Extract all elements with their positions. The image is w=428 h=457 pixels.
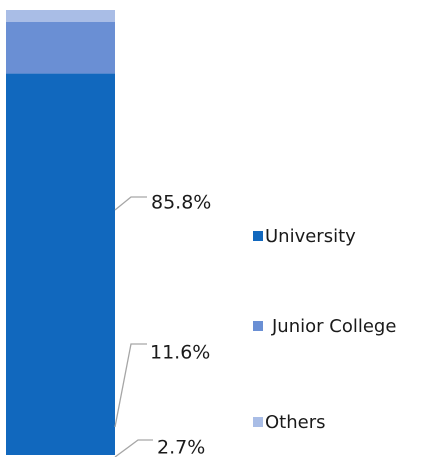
leader-line-university — [114, 196, 147, 211]
legend-label: Junior College — [271, 316, 396, 337]
legend: University Junior College Others — [253, 226, 396, 433]
data-label-leader-lines — [114, 196, 153, 457]
bar-segment-junior-college — [6, 22, 115, 74]
data-labels: 85.8% 11.6% 2.7% — [150, 192, 211, 457]
legend-item-junior-college: Junior College — [253, 316, 396, 337]
bar-segment-university — [6, 73, 115, 456]
data-label-university: 85.8% — [151, 192, 211, 214]
data-label-others: 2.7% — [157, 437, 205, 457]
data-label-junior-college: 11.6% — [150, 342, 210, 364]
legend-swatch — [253, 231, 263, 241]
legend-swatch — [253, 321, 263, 331]
bar-segments — [6, 10, 115, 456]
leader-line-junior-college — [114, 343, 147, 428]
legend-label: Others — [265, 412, 326, 433]
leader-line-others — [114, 439, 153, 457]
legend-swatch — [253, 417, 263, 427]
legend-label: University — [265, 226, 356, 247]
bar-segment-others — [6, 10, 115, 23]
legend-item-university: University — [253, 226, 356, 247]
legend-item-others: Others — [253, 412, 326, 433]
